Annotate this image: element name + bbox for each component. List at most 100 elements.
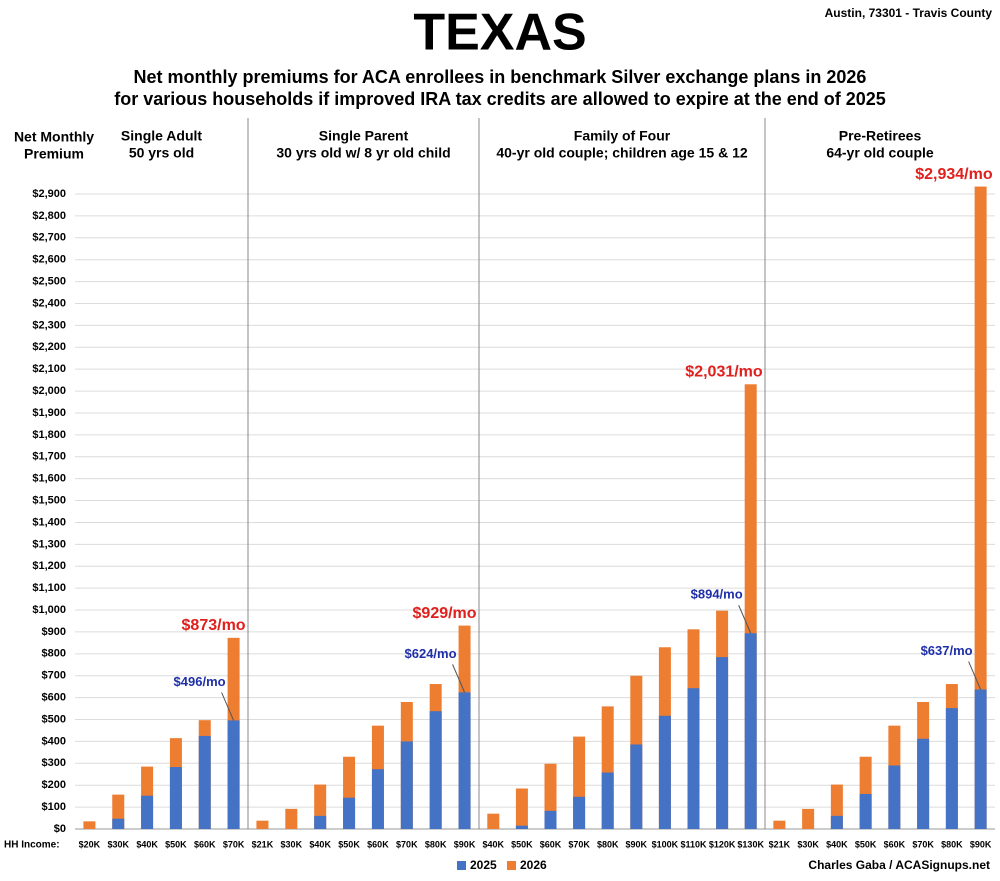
x-tick-label: $70K [396,839,418,849]
x-tick-label: $80K [597,839,619,849]
x-tick-label: $70K [912,839,934,849]
leader-line [452,664,466,693]
x-tick-label: $20K [79,839,101,849]
value-label: $894/mo [691,587,743,602]
y-tick-label: $2,800 [32,210,66,222]
value-label: $637/mo [921,643,973,658]
x-tick-label: $40K [309,839,331,849]
bar [773,820,786,829]
y-tick-label: $500 [42,713,66,725]
leader-line [738,605,752,634]
bar [141,795,154,829]
bar [400,741,413,829]
bar [974,186,987,829]
chart-title: TEXAS [413,4,586,62]
bar [429,711,442,829]
y-tick-label: $800 [42,648,66,660]
y-tick-label: $1,700 [32,451,66,463]
bar [169,767,182,829]
y-tick-label: $400 [42,735,66,747]
x-tick-label: $60K [540,839,562,849]
y-tick-label: $0 [54,823,66,835]
bar [802,808,815,829]
x-tick-label: $130K [737,839,764,849]
bar [601,772,614,829]
value-label: $873/mo [182,617,246,634]
y-tick-label: $2,400 [32,297,66,309]
bar [830,815,843,829]
y-tick-label: $2,700 [32,232,66,244]
panel-title: Single Parent [319,128,409,144]
y-tick-label: $2,100 [32,363,66,375]
bar [83,821,96,829]
panel-title: Single Adult [121,128,202,144]
value-label: $624/mo [405,646,457,661]
x-tick-label: $70K [223,839,245,849]
value-label: $496/mo [174,674,226,689]
y-tick-label: $1,400 [32,516,66,528]
subtitle: for various households if improved IRA t… [114,89,886,109]
bar [974,689,987,829]
bar [573,796,586,829]
x-tick-label: $110K [680,839,707,849]
x-tick-label: $90K [970,839,992,849]
bar [285,808,298,829]
panel-subtitle: 30 yrs old w/ 8 yr old child [276,145,450,161]
bar [343,797,356,829]
x-tick-label: $50K [165,839,187,849]
bar [458,692,471,829]
bar [687,688,700,829]
leader-line [221,692,235,721]
bar [859,793,872,829]
panel-title: Family of Four [574,128,671,144]
y-tick-label: $1,300 [32,538,66,550]
bar [888,765,901,829]
x-tick-label: $50K [511,839,533,849]
y-tick-label: $2,500 [32,275,66,287]
bar [371,769,384,829]
leader-line [968,661,982,690]
x-tick-label: $40K [136,839,158,849]
x-tick-label: $40K [483,839,505,849]
y-tick-label: $1,000 [32,604,66,616]
legend-label: 2026 [520,858,547,872]
y-tick-label: $700 [42,670,66,682]
y-tick-label: $900 [42,626,66,638]
x-tick-label: $21K [769,839,791,849]
y-axis-label: Net Monthly [14,129,94,145]
x-axis-label: HH Income: [4,840,60,851]
bar [917,738,930,829]
bar [544,810,557,829]
x-tick-label: $30K [281,839,303,849]
y-axis-label: Premium [24,146,84,162]
x-tick-label: $90K [454,839,476,849]
bar [945,708,958,829]
bar [487,813,500,829]
y-tick-label: $1,800 [32,429,66,441]
subtitle: Net monthly premiums for ACA enrollees i… [134,67,867,87]
bar [256,820,269,829]
y-tick-label: $600 [42,692,66,704]
value-label: $2,031/mo [685,363,763,380]
y-tick-label: $2,000 [32,385,66,397]
panel-subtitle: 40-yr old couple; children age 15 & 12 [496,145,748,161]
bar [630,744,643,829]
x-tick-label: $21K [252,839,274,849]
x-tick-label: $50K [855,839,877,849]
legend-swatch [457,861,466,870]
x-tick-label: $30K [107,839,129,849]
y-tick-label: $2,900 [32,188,66,200]
panel-subtitle: 64-yr old couple [826,145,934,161]
bar [658,715,671,829]
x-tick-label: $60K [367,839,389,849]
y-tick-label: $200 [42,779,66,791]
y-tick-label: $1,600 [32,473,66,485]
y-tick-label: $2,300 [32,319,66,331]
y-tick-label: $1,200 [32,560,66,572]
x-tick-label: $120K [709,839,736,849]
bar [198,735,211,829]
bar [227,720,240,829]
bar [314,815,327,829]
y-tick-label: $1,900 [32,407,66,419]
